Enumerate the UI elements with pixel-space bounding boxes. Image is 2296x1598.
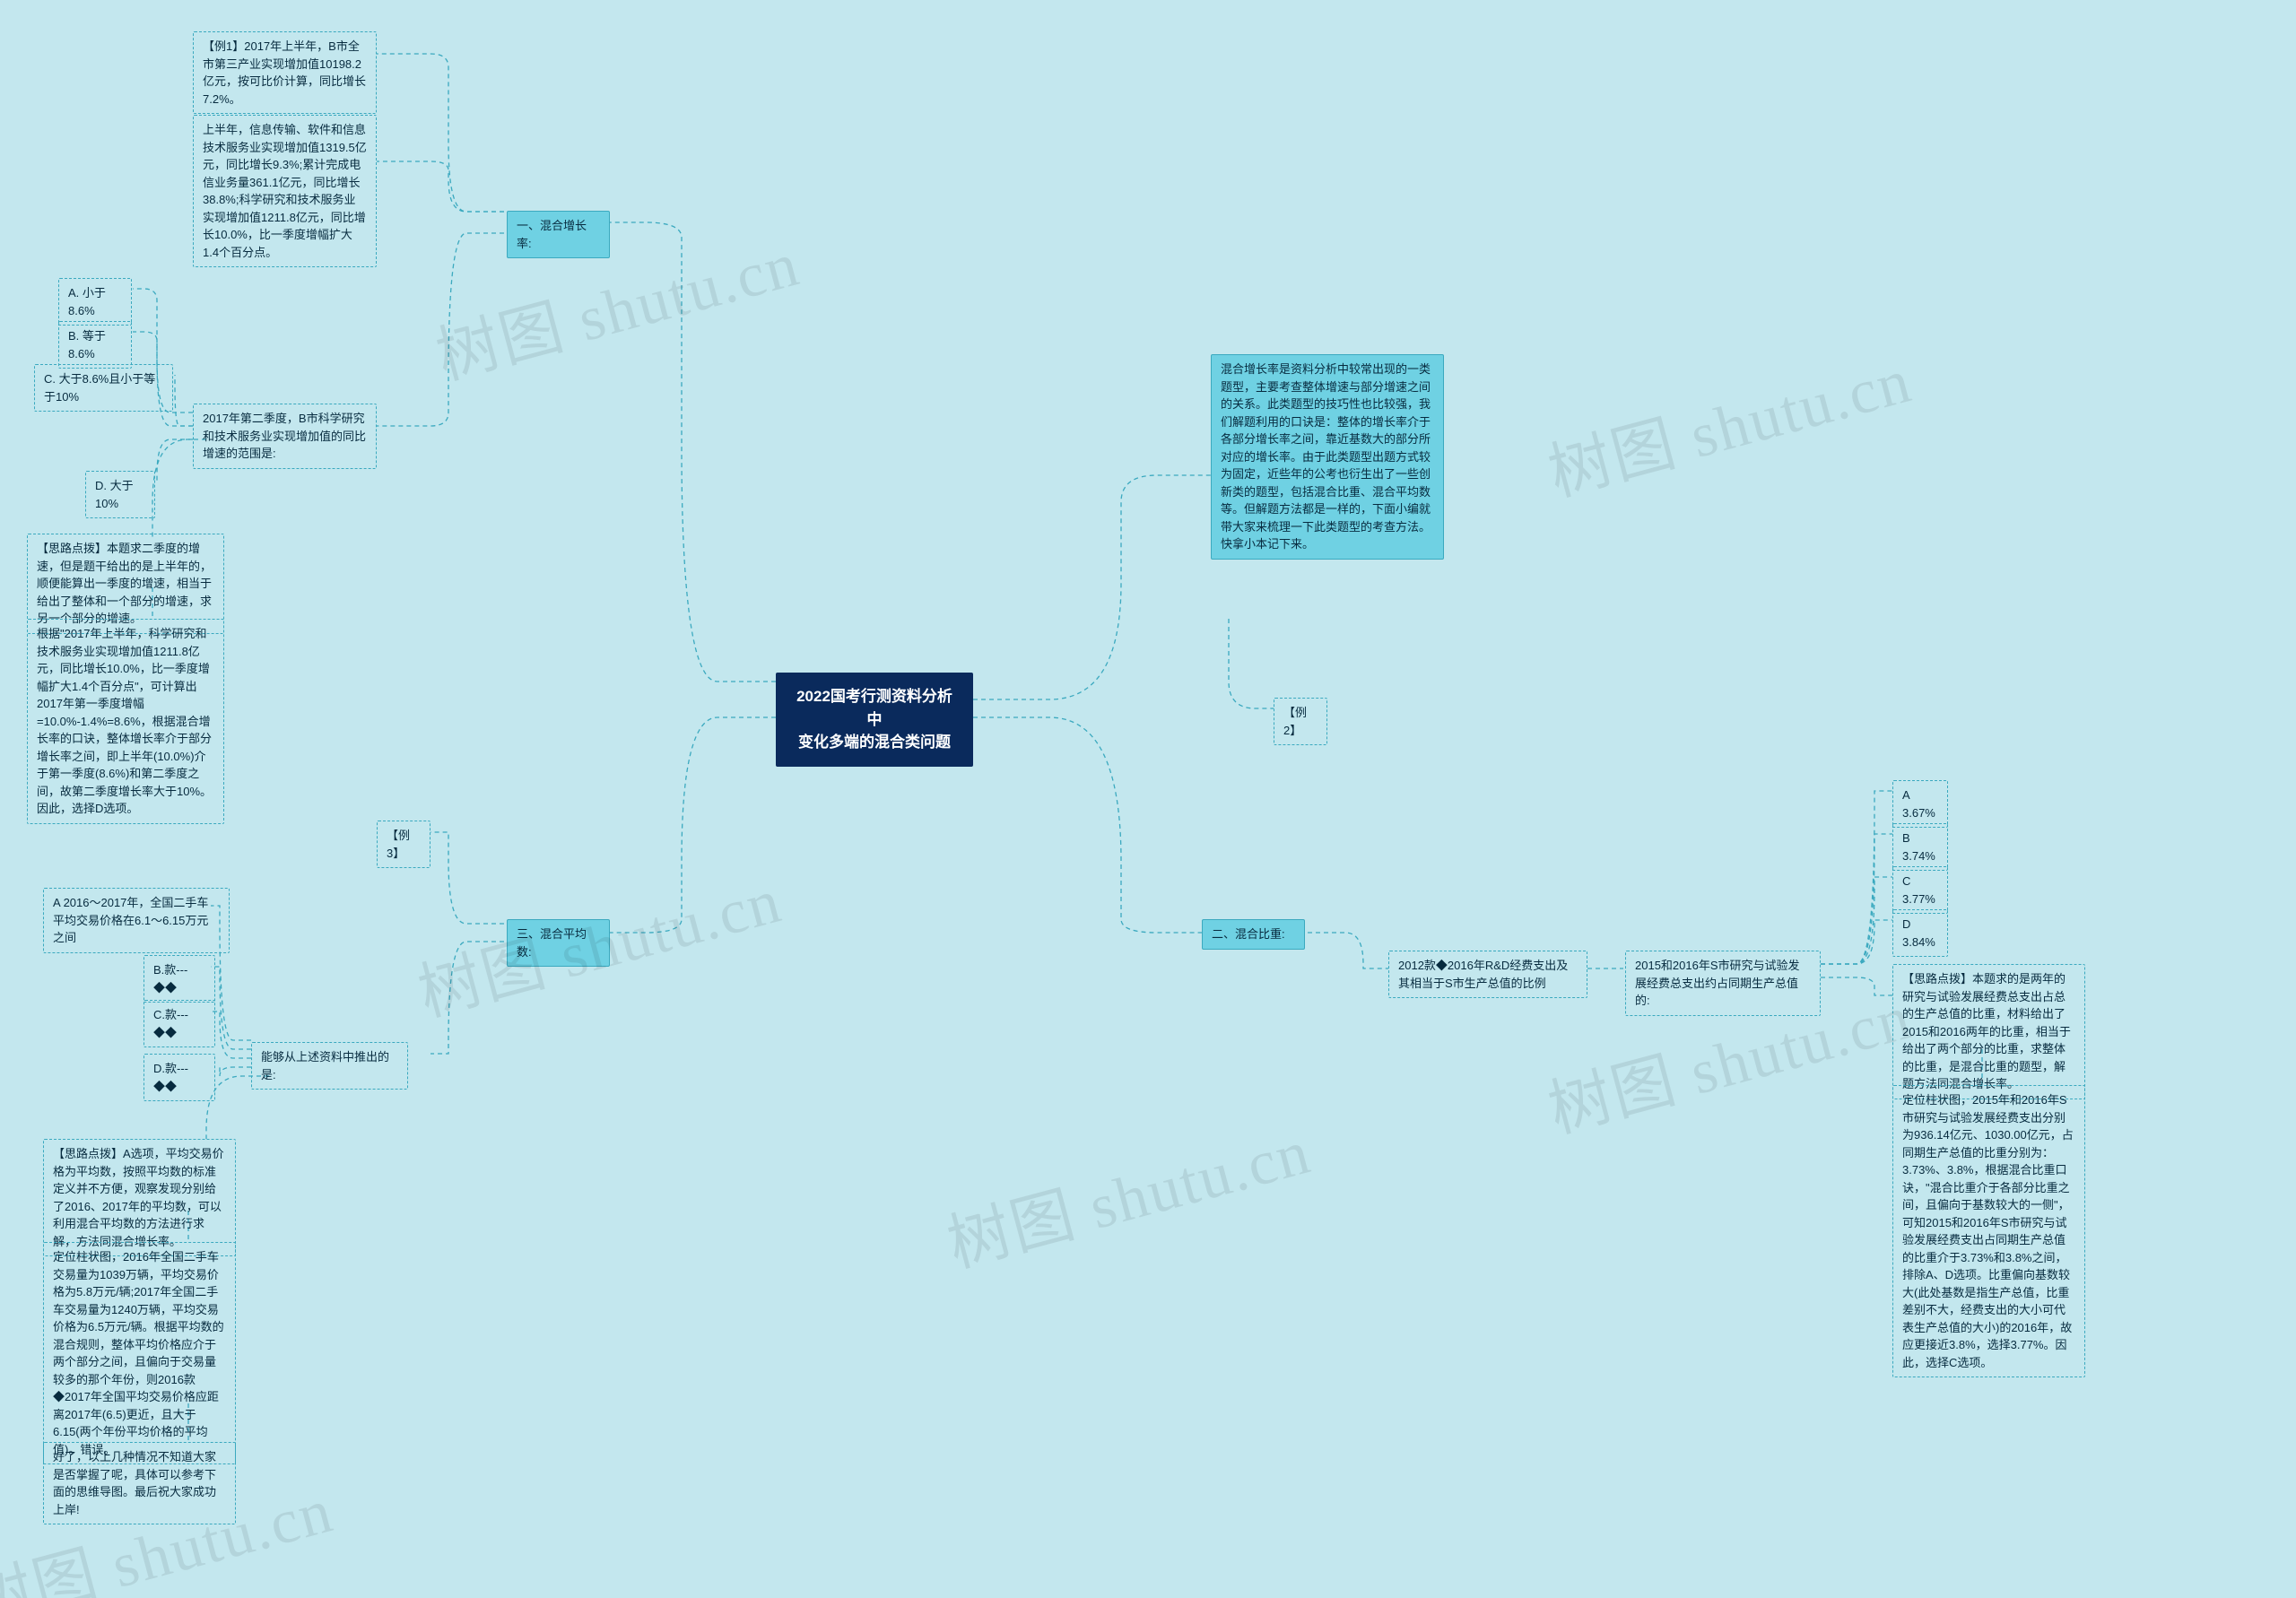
s1-question: 2017年第二季度，B市科学研究和技术服务业实现增加值的同比增速的范围是: bbox=[193, 404, 377, 469]
s2-hint2: 定位柱状图，2015年和2016年S市研究与试验发展经费支出分别为936.14亿… bbox=[1892, 1085, 2085, 1377]
s3-hint2: 定位柱状图，2016年全国二手车交易量为1039万辆，平均交易价格为5.8万元/… bbox=[43, 1242, 236, 1464]
s1-optA-text: A. 小于8.6% bbox=[68, 286, 106, 317]
s1-hint1-text: 【思路点拨】本题求二季度的增速，但是题干给出的是上半年的，顺便能算出一季度的增速… bbox=[37, 542, 212, 625]
root-title-2: 变化多端的混合类问题 bbox=[798, 734, 951, 751]
s1-hint2-text: 根据"2017年上半年，科学研究和技术服务业实现增加值1211.8亿元，同比增长… bbox=[37, 627, 212, 815]
s3-optD: D.款---◆◆ bbox=[144, 1054, 215, 1101]
s1-optD: D. 大于10% bbox=[85, 471, 155, 518]
s3-closing: 好了，以上几种情况不知道大家是否掌握了呢，具体可以参考下面的思维导图。最后祝大家… bbox=[43, 1442, 236, 1524]
section1-title-text: 一、混合增长率: bbox=[517, 219, 587, 250]
s2-hint2-text: 定位柱状图，2015年和2016年S市研究与试验发展经费支出分别为936.14亿… bbox=[1902, 1093, 2074, 1369]
section1-title: 一、混合增长率: bbox=[507, 211, 610, 258]
s2-optC-text: C 3.77% bbox=[1902, 874, 1935, 906]
s2-optD-text: D 3.84% bbox=[1902, 917, 1935, 949]
s3-optB-text: B.款---◆◆ bbox=[153, 963, 187, 994]
s3-ex3-label-text: 【例3】 bbox=[387, 829, 410, 860]
s3-ex3-label: 【例3】 bbox=[377, 821, 430, 868]
s2-optB: B 3.74% bbox=[1892, 823, 1948, 871]
s2-hint1-text: 【思路点拨】本题求的是两年的研究与试验发展经费总支出占总的生产总值的比重，材料给… bbox=[1902, 972, 2071, 1090]
s2-sub2-text: 2015和2016年S市研究与试验发展经费总支出约占同期生产总值的: bbox=[1635, 959, 1800, 1007]
s1-question-text: 2017年第二季度，B市科学研究和技术服务业实现增加值的同比增速的范围是: bbox=[203, 412, 366, 460]
s2-sub1-text: 2012款◆2016年R&D经费支出及其相当于S市生产总值的比例 bbox=[1398, 959, 1568, 990]
intro-text: 混合增长率是资料分析中较常出现的一类题型，主要考查整体增速与部分增速之间的关系。… bbox=[1221, 362, 1431, 551]
s3-optB: B.款---◆◆ bbox=[144, 955, 215, 1003]
s1-optA: A. 小于8.6% bbox=[58, 278, 132, 326]
watermark-1: 树图 shutu.cn bbox=[425, 213, 808, 397]
s3-optA: A 2016～2017年，全国二手车平均交易价格在6.1～6.15万元之间 bbox=[43, 888, 230, 953]
section2-title: 二、混合比重: bbox=[1202, 919, 1305, 950]
s1-optB-text: B. 等于8.6% bbox=[68, 329, 106, 360]
s3-optC: C.款---◆◆ bbox=[144, 1000, 215, 1047]
s2-optA: A 3.67% bbox=[1892, 780, 1948, 828]
s3-hint1-text: 【思路点拨】A选项，平均交易价格为平均数，按照平均数的标准定义并不方便，观察发现… bbox=[53, 1147, 224, 1248]
ex2-label-text: 【例2】 bbox=[1283, 706, 1307, 737]
s2-hint1: 【思路点拨】本题求的是两年的研究与试验发展经费总支出占总的生产总值的比重，材料给… bbox=[1892, 964, 2085, 1099]
s2-sub1: 2012款◆2016年R&D经费支出及其相当于S市生产总值的比例 bbox=[1388, 951, 1587, 998]
intro-block: 混合增长率是资料分析中较常出现的一类题型，主要考查整体增速与部分增速之间的关系。… bbox=[1211, 354, 1444, 560]
s3-question-text: 能够从上述资料中推出的是: bbox=[261, 1050, 389, 1081]
s3-closing-text: 好了，以上几种情况不知道大家是否掌握了呢，具体可以参考下面的思维导图。最后祝大家… bbox=[53, 1450, 216, 1516]
watermark-2: 树图 shutu.cn bbox=[1537, 330, 1920, 514]
s3-optC-text: C.款---◆◆ bbox=[153, 1008, 188, 1039]
s2-sub2: 2015和2016年S市研究与试验发展经费总支出约占同期生产总值的: bbox=[1625, 951, 1821, 1016]
s3-hint2-text: 定位柱状图，2016年全国二手车交易量为1039万辆，平均交易价格为5.8万元/… bbox=[53, 1250, 224, 1456]
s1-hint2: 根据"2017年上半年，科学研究和技术服务业实现增加值1211.8亿元，同比增长… bbox=[27, 619, 224, 824]
root-title-1: 2022国考行测资料分析中 bbox=[796, 688, 952, 728]
root-node: 2022国考行测资料分析中 变化多端的混合类问题 bbox=[776, 673, 973, 767]
section3-title: 三、混合平均数: bbox=[507, 919, 610, 967]
s1-optB: B. 等于8.6% bbox=[58, 321, 132, 369]
s1-ex1-text: 【例1】2017年上半年，B市全市第三产业实现增加值10198.2亿元，按可比价… bbox=[203, 39, 366, 106]
s3-optD-text: D.款---◆◆ bbox=[153, 1062, 188, 1093]
section2-title-text: 二、混合比重: bbox=[1212, 927, 1285, 941]
s1-ex1-detail: 上半年，信息传输、软件和信息技术服务业实现增加值1319.5亿元，同比增长9.3… bbox=[193, 115, 377, 267]
s2-optB-text: B 3.74% bbox=[1902, 831, 1935, 863]
s1-ex1-detail-text: 上半年，信息传输、软件和信息技术服务业实现增加值1319.5亿元，同比增长9.3… bbox=[203, 123, 367, 259]
s1-optD-text: D. 大于10% bbox=[95, 479, 134, 510]
s1-ex1: 【例1】2017年上半年，B市全市第三产业实现增加值10198.2亿元，按可比价… bbox=[193, 31, 377, 114]
ex2-label: 【例2】 bbox=[1274, 698, 1327, 745]
s1-optC-text: C. 大于8.6%且小于等于10% bbox=[44, 372, 155, 404]
s2-optC: C 3.77% bbox=[1892, 866, 1948, 914]
s3-hint1: 【思路点拨】A选项，平均交易价格为平均数，按照平均数的标准定义并不方便，观察发现… bbox=[43, 1139, 236, 1256]
s2-optA-text: A 3.67% bbox=[1902, 788, 1935, 820]
s1-optC: C. 大于8.6%且小于等于10% bbox=[34, 364, 173, 412]
section3-title-text: 三、混合平均数: bbox=[517, 927, 587, 959]
s3-question: 能够从上述资料中推出的是: bbox=[251, 1042, 408, 1090]
s3-optA-text: A 2016～2017年，全国二手车平均交易价格在6.1～6.15万元之间 bbox=[53, 896, 208, 944]
watermark-4: 树图 shutu.cn bbox=[936, 1101, 1319, 1285]
s2-optD: D 3.84% bbox=[1892, 909, 1948, 957]
